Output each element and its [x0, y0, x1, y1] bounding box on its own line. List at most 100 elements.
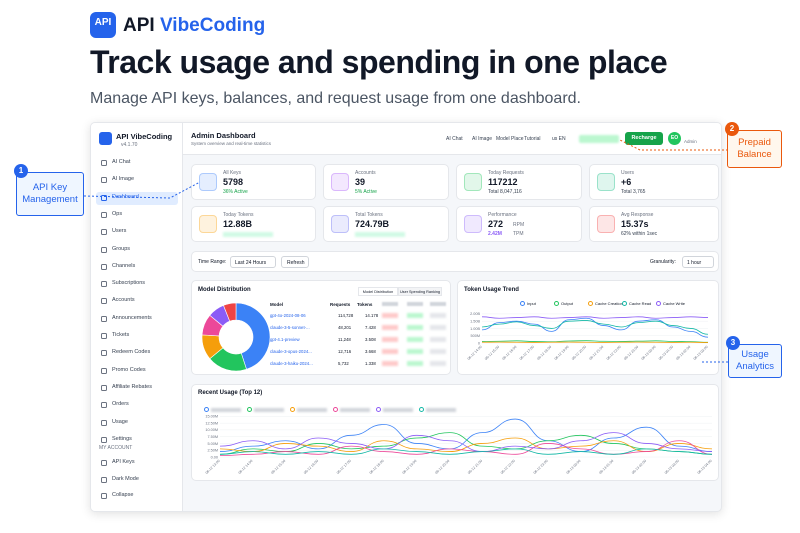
refresh-button[interactable]: Refresh: [281, 256, 309, 268]
y-tick-label: 5.00M: [207, 442, 218, 446]
stat-title: Avg Response: [621, 212, 654, 218]
stat-icon: [597, 215, 615, 233]
nav-item[interactable]: Ops: [112, 210, 123, 217]
x-tick-label: 06-12 18:00: [536, 345, 552, 361]
top-link[interactable]: Tutorial: [524, 136, 541, 142]
callout-number: 2: [725, 122, 739, 136]
topbar: Admin Dashboard System overview and real-…: [183, 123, 721, 155]
tab[interactable]: Model Distribution: [358, 287, 398, 296]
x-tick-label: 06-12 21:00: [467, 459, 483, 475]
top-link[interactable]: Model Place: [496, 136, 524, 142]
x-tick-label: 06-12 16:00: [303, 459, 319, 475]
stat-card: Users +6 Total 3,765: [589, 164, 719, 200]
blurred-cell: [382, 313, 398, 318]
x-tick-label: 06-13 03:00: [693, 345, 709, 361]
x-tick-label: 06-12 19:00: [401, 459, 417, 475]
page-title: Admin Dashboard: [191, 131, 256, 140]
nav-item[interactable]: Groups: [112, 245, 131, 252]
stat-icon: [597, 173, 615, 191]
x-tick-label: 06-12 23:00: [533, 459, 549, 475]
recharge-button[interactable]: Recharge: [625, 132, 663, 145]
recent-card: Recent Usage (Top 12) 0.00 2.50M 5.00M 7.50M…: [191, 384, 719, 481]
series-line: [219, 437, 713, 452]
tab[interactable]: User Spending Ranking: [398, 287, 442, 296]
chart: 0 500M 1.00B 1.50B 2.00B 06-12 14:00 06-12 15:…: [467, 312, 709, 361]
legend-blurred: [254, 408, 284, 412]
stat-icon: [464, 215, 482, 233]
column-header: Model: [270, 302, 283, 307]
y-tick-label: 0: [478, 341, 480, 345]
table-cell: gpt-4.1-preview: [270, 337, 300, 342]
stat-card: Performance 272 RPM 2.42M TPM: [456, 206, 582, 242]
card-title: Model Distribution: [198, 287, 251, 293]
nav-item[interactable]: Subscriptions: [112, 280, 146, 287]
nav-icon: [101, 419, 107, 426]
nav-item[interactable]: Tickets: [112, 332, 130, 338]
series-line: [481, 320, 709, 335]
nav-item[interactable]: Accounts: [112, 297, 135, 304]
stat-card: Accounts 39 5% Active: [323, 164, 449, 200]
range-select[interactable]: Last 24 Hours: [230, 256, 276, 268]
blurred-cell: [407, 313, 423, 318]
x-tick-label: 06-12 22:00: [500, 459, 516, 475]
nav-item[interactable]: Promo Codes: [112, 366, 146, 373]
stat-title: Users: [621, 170, 635, 176]
role: Admin: [684, 139, 697, 144]
nav-item[interactable]: Affiliate Rebates: [112, 383, 152, 390]
nav-item[interactable]: Announcements: [112, 314, 152, 321]
range-label: Time Range:: [198, 259, 227, 265]
blurred-header: [430, 302, 446, 306]
y-tick-label: 15.00M: [205, 415, 218, 419]
x-tick-label: 06-12 20:00: [571, 345, 587, 361]
series-line: [219, 448, 713, 455]
chart: 0.00 2.50M 5.00M 7.50M 10.00M 12.50M 15.00M 06-…: [205, 415, 713, 475]
nav-item[interactable]: Dark Mode: [112, 475, 139, 482]
callout: Prepaid Balance: [727, 130, 782, 168]
nav-item[interactable]: Dashboard: [112, 193, 139, 200]
stat-value: 724.79B: [355, 219, 390, 229]
top-link[interactable]: AI Image: [472, 136, 493, 142]
stat-title: Accounts: [355, 170, 376, 176]
sidebar-version: v4.1.70: [121, 142, 138, 148]
nav-item[interactable]: AI Image: [112, 176, 135, 183]
stat-title: Today Requests: [488, 170, 524, 176]
nav-item[interactable]: Settings: [112, 435, 132, 442]
y-tick-label: 2.00B: [470, 312, 480, 316]
page-subtitle: System overview and real-time statistics: [191, 141, 272, 146]
stat-title: All Keys: [223, 170, 242, 176]
nav-item[interactable]: AI Chat: [112, 159, 131, 165]
x-tick-label: 06-12 16:00: [501, 345, 517, 361]
granularity-select[interactable]: 1 hour: [682, 256, 714, 268]
nav-item[interactable]: Redeem Codes: [112, 349, 151, 356]
balance: [579, 135, 619, 143]
dashboard: API VibeCoding v4.1.70 AI Chat AI Image Dash…: [90, 122, 722, 512]
nav-item[interactable]: API Keys: [112, 459, 135, 465]
nav-icon: [101, 493, 107, 499]
x-tick-label: 06-13 01:00: [598, 459, 614, 475]
brand-b: VibeCoding: [159, 15, 266, 36]
nav-item[interactable]: Orders: [112, 401, 129, 408]
blurred-cell: [382, 361, 398, 366]
stat-card: Avg Response 15.37s 62% within 1sec: [589, 206, 719, 242]
callout-number: 1: [14, 164, 28, 178]
nav-item[interactable]: Users: [112, 228, 127, 235]
table-cell: claude-3-5-sonnet-...: [270, 325, 310, 330]
nav-icon: [101, 246, 107, 253]
nav-item[interactable]: Collapse: [112, 492, 134, 498]
top-link[interactable]: us EN: [552, 136, 566, 142]
stat-title: Total Tokens: [355, 212, 383, 218]
legend-dot: [376, 407, 381, 412]
legend-dot: [204, 407, 209, 412]
x-tick-label: 06-12 17:00: [519, 345, 535, 361]
nav-icon: [101, 315, 107, 322]
nav-item[interactable]: Channels: [112, 262, 136, 269]
stat-icon: [464, 173, 482, 191]
nav-item[interactable]: Usage: [112, 418, 128, 425]
x-tick-label: 06-12 15:00: [270, 459, 286, 475]
nav-icon: [101, 177, 107, 184]
top-link[interactable]: AI Chat: [446, 136, 463, 142]
nav-icon: [101, 298, 107, 305]
nav-icon: [101, 476, 107, 483]
legend-blurred: [297, 408, 327, 412]
